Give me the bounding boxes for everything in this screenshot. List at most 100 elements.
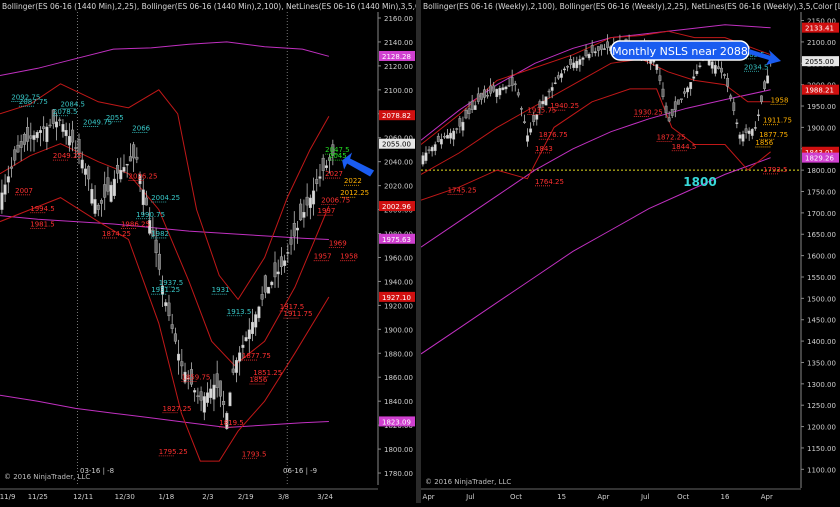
left-candle-body (154, 239, 158, 254)
left-candle-body (161, 285, 165, 295)
daily-price-chart[interactable]: Bollinger(ES 06-16 (1440 Min),2,25), Bol… (0, 0, 446, 503)
left-y-tick-label: 1920.00 (384, 302, 413, 310)
left-price-annotation: 1819.5 (219, 419, 244, 427)
left-y-tick-label: 1860.00 (384, 374, 413, 382)
left-candle-body (305, 196, 309, 206)
left-candle-body (225, 412, 229, 429)
left-candle-body (51, 109, 55, 124)
right-price-annotation: 2034.5 (744, 63, 769, 71)
right-candle-body (655, 64, 659, 70)
left-price-annotation: 2066 (132, 125, 150, 133)
right-candle-body (529, 128, 533, 133)
left-price-annotation: 2027 (325, 170, 343, 178)
right-candle-body (560, 73, 563, 78)
left-candle-body (299, 203, 303, 221)
right-candle-body (452, 130, 456, 140)
left-candle-body (212, 384, 216, 400)
right-y-tick-label: 1650.00 (807, 231, 836, 239)
right-candle-body (510, 77, 514, 86)
left-candle-body (222, 401, 226, 405)
left-candle-body (257, 306, 261, 319)
left-candle-body (138, 174, 142, 185)
right-price-marker (802, 84, 839, 95)
left-candle-body (321, 157, 325, 171)
weekly-price-chart[interactable]: Bollinger(ES 06-16 (Weekly),2,100), Boll… (420, 0, 840, 503)
left-price-marker-label: 2128.28 (382, 53, 411, 61)
right-candle-body (489, 85, 493, 94)
left-candle-body (90, 189, 94, 204)
right-candle-body (750, 128, 754, 136)
left-candle-body (292, 223, 296, 237)
right-price-annotation: 1930.25 (634, 109, 663, 117)
right-candle-body (516, 92, 520, 96)
left-candle-body (189, 369, 193, 385)
left-candle-body (267, 286, 271, 294)
right-candle-body (726, 77, 730, 87)
right-candle-body (566, 65, 569, 68)
right-x-tick-label: Oct (677, 493, 689, 501)
left-candle-body (151, 229, 155, 237)
right-y-tick-label: 1450.00 (807, 317, 836, 325)
left-candle-body (260, 294, 264, 300)
right-candle-body (541, 101, 545, 105)
left-copyright: © 2016 NinjaTrader, LLC (4, 473, 90, 481)
left-price-marker (379, 291, 415, 302)
left-candle-body (279, 256, 283, 267)
session-label-06-16: 06-16 | -9 (283, 467, 317, 475)
left-candle-body (55, 121, 59, 128)
right-candle-body (538, 101, 542, 109)
left-candle-body (199, 391, 203, 401)
right-candle-body (550, 87, 554, 91)
left-candle-body (289, 238, 293, 245)
left-y-tick-label: 1940.00 (384, 278, 413, 286)
right-candle-body (596, 46, 600, 51)
daily-chart-panel[interactable]: Bollinger(ES 06-16 (1440 Min),2,25), Bol… (0, 0, 446, 503)
right-bb100-middle (420, 89, 771, 248)
left-y-tick-label: 1880.00 (384, 350, 413, 358)
left-candle-body (308, 197, 312, 208)
left-x-tick-label: 1/18 (158, 493, 174, 501)
left-price-annotation: 1856 (249, 376, 267, 384)
right-candle-body (526, 135, 529, 142)
left-price-marker (379, 138, 415, 149)
right-candle-body (689, 82, 693, 90)
left-candle-body (35, 132, 39, 139)
left-candle-body (177, 353, 181, 361)
right-y-tick-label: 1100.00 (807, 466, 836, 474)
right-x-tick-label: Oct (510, 493, 522, 501)
left-candle-body (61, 124, 65, 132)
level-1800-label: 1800 (683, 175, 716, 189)
right-candle-body (676, 99, 680, 105)
left-candle-body (215, 373, 219, 388)
left-price-annotation: 2049.75 (83, 119, 112, 127)
right-candle-body (683, 91, 686, 94)
right-y-tick-label: 1200.00 (807, 424, 836, 432)
weekly-chart-panel[interactable]: Bollinger(ES 06-16 (Weekly),2,100), Boll… (420, 0, 840, 503)
left-candle-body (16, 144, 20, 153)
left-x-tick-label: 11/9 (0, 493, 15, 501)
right-candle-body (741, 134, 745, 142)
left-candle-body (218, 380, 222, 397)
left-y-tick-label: 1780.00 (384, 470, 413, 478)
left-price-marker (379, 416, 415, 427)
left-y-tick-label: 1900.00 (384, 326, 413, 334)
right-y-tick-label: 1900.00 (807, 124, 836, 132)
right-candle-body (606, 41, 609, 48)
left-price-annotation: 2045 (329, 152, 347, 160)
right-price-marker-label: 1988.21 (805, 87, 834, 95)
left-price-annotation: 2084.5 (60, 101, 84, 109)
left-candle-body (122, 166, 126, 172)
right-price-marker (802, 152, 839, 163)
right-chart-header: Bollinger(ES 06-16 (Weekly),2,100), Boll… (423, 2, 840, 11)
left-candle-body (26, 127, 30, 142)
left-candle-body (125, 163, 129, 166)
right-candle-body (593, 51, 597, 54)
right-candle-body (720, 67, 723, 73)
panel-divider[interactable] (416, 0, 421, 503)
left-candle-body (302, 212, 306, 218)
right-candle-body (519, 108, 523, 110)
left-price-marker (379, 50, 415, 61)
left-candle-body (112, 178, 116, 196)
right-candle-body (587, 54, 591, 59)
right-candle-body (470, 100, 474, 110)
